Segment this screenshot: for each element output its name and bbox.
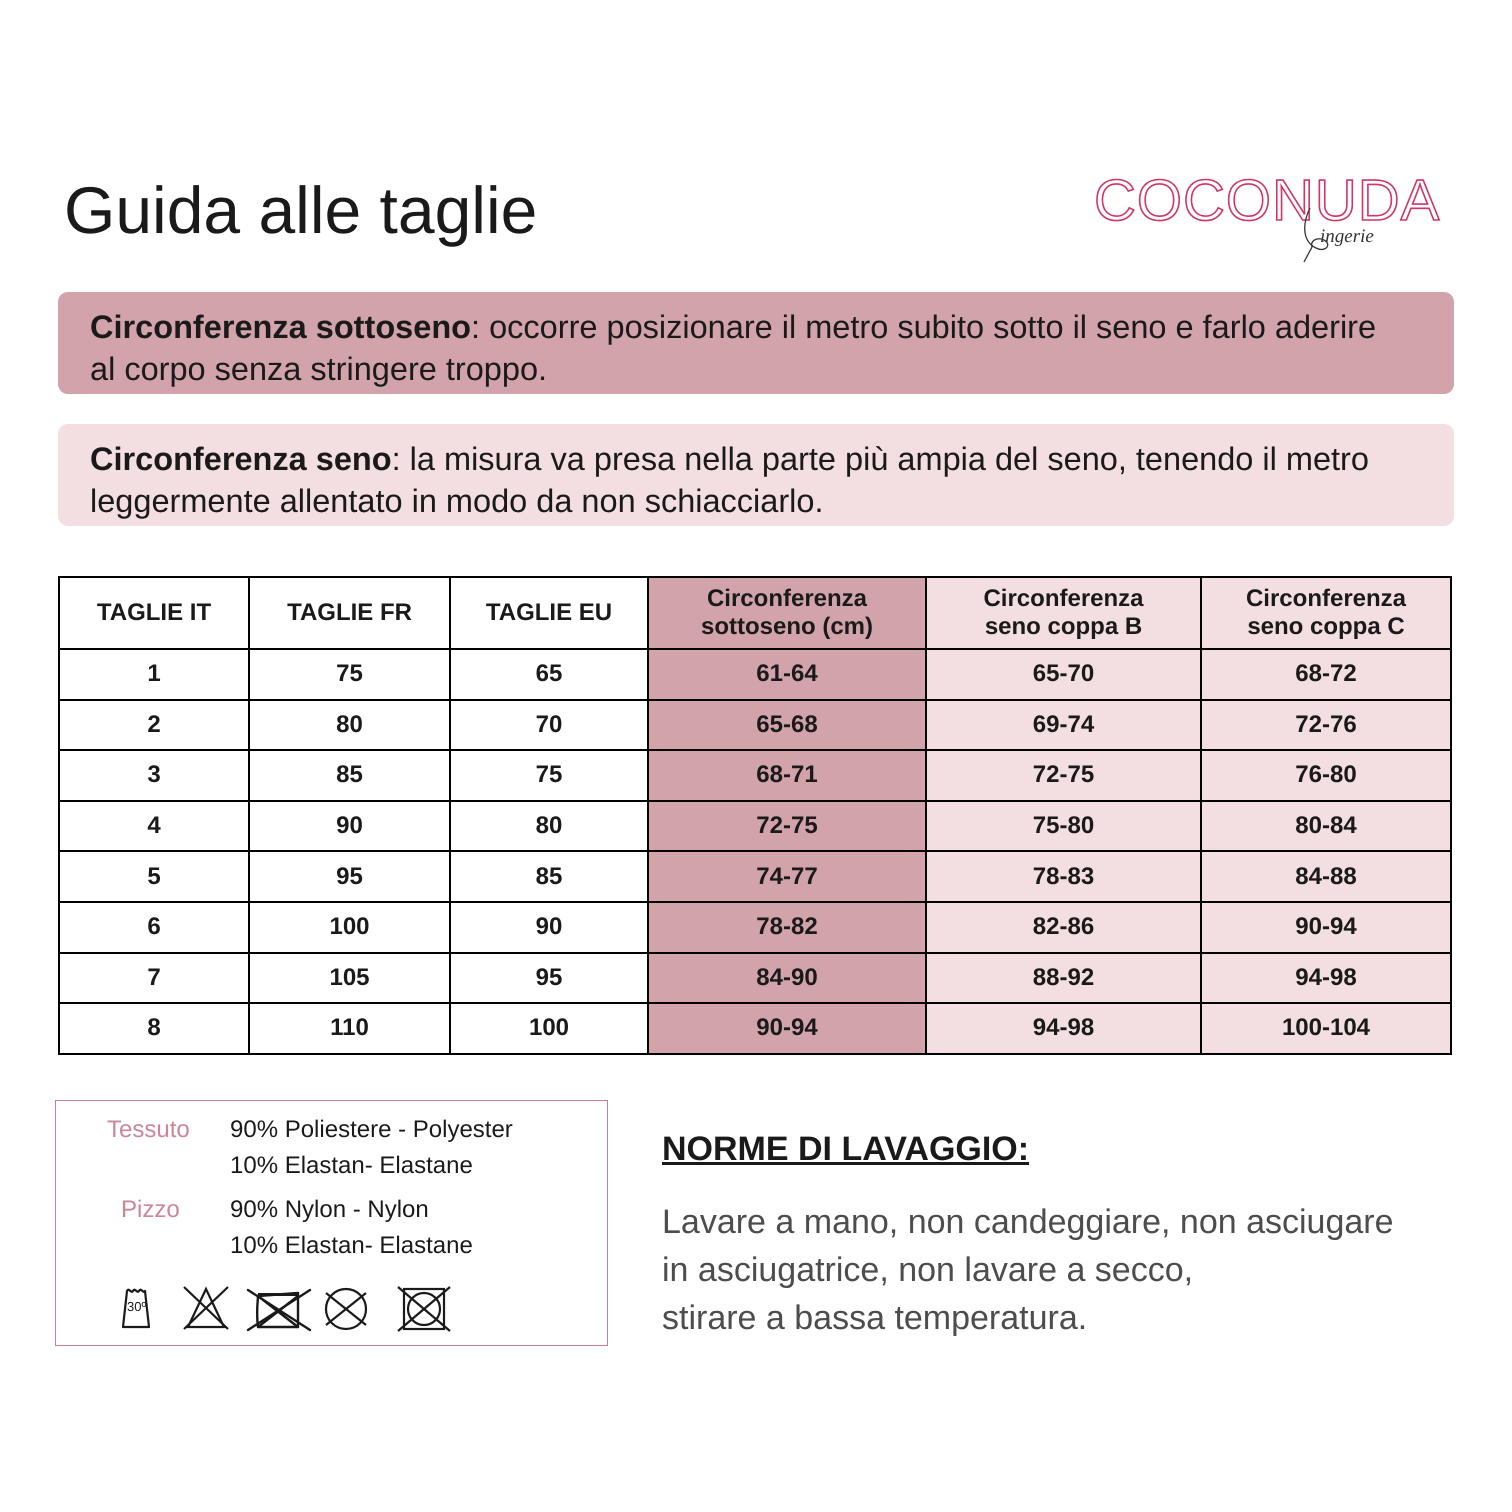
svg-text:ingerie: ingerie xyxy=(1320,226,1374,247)
